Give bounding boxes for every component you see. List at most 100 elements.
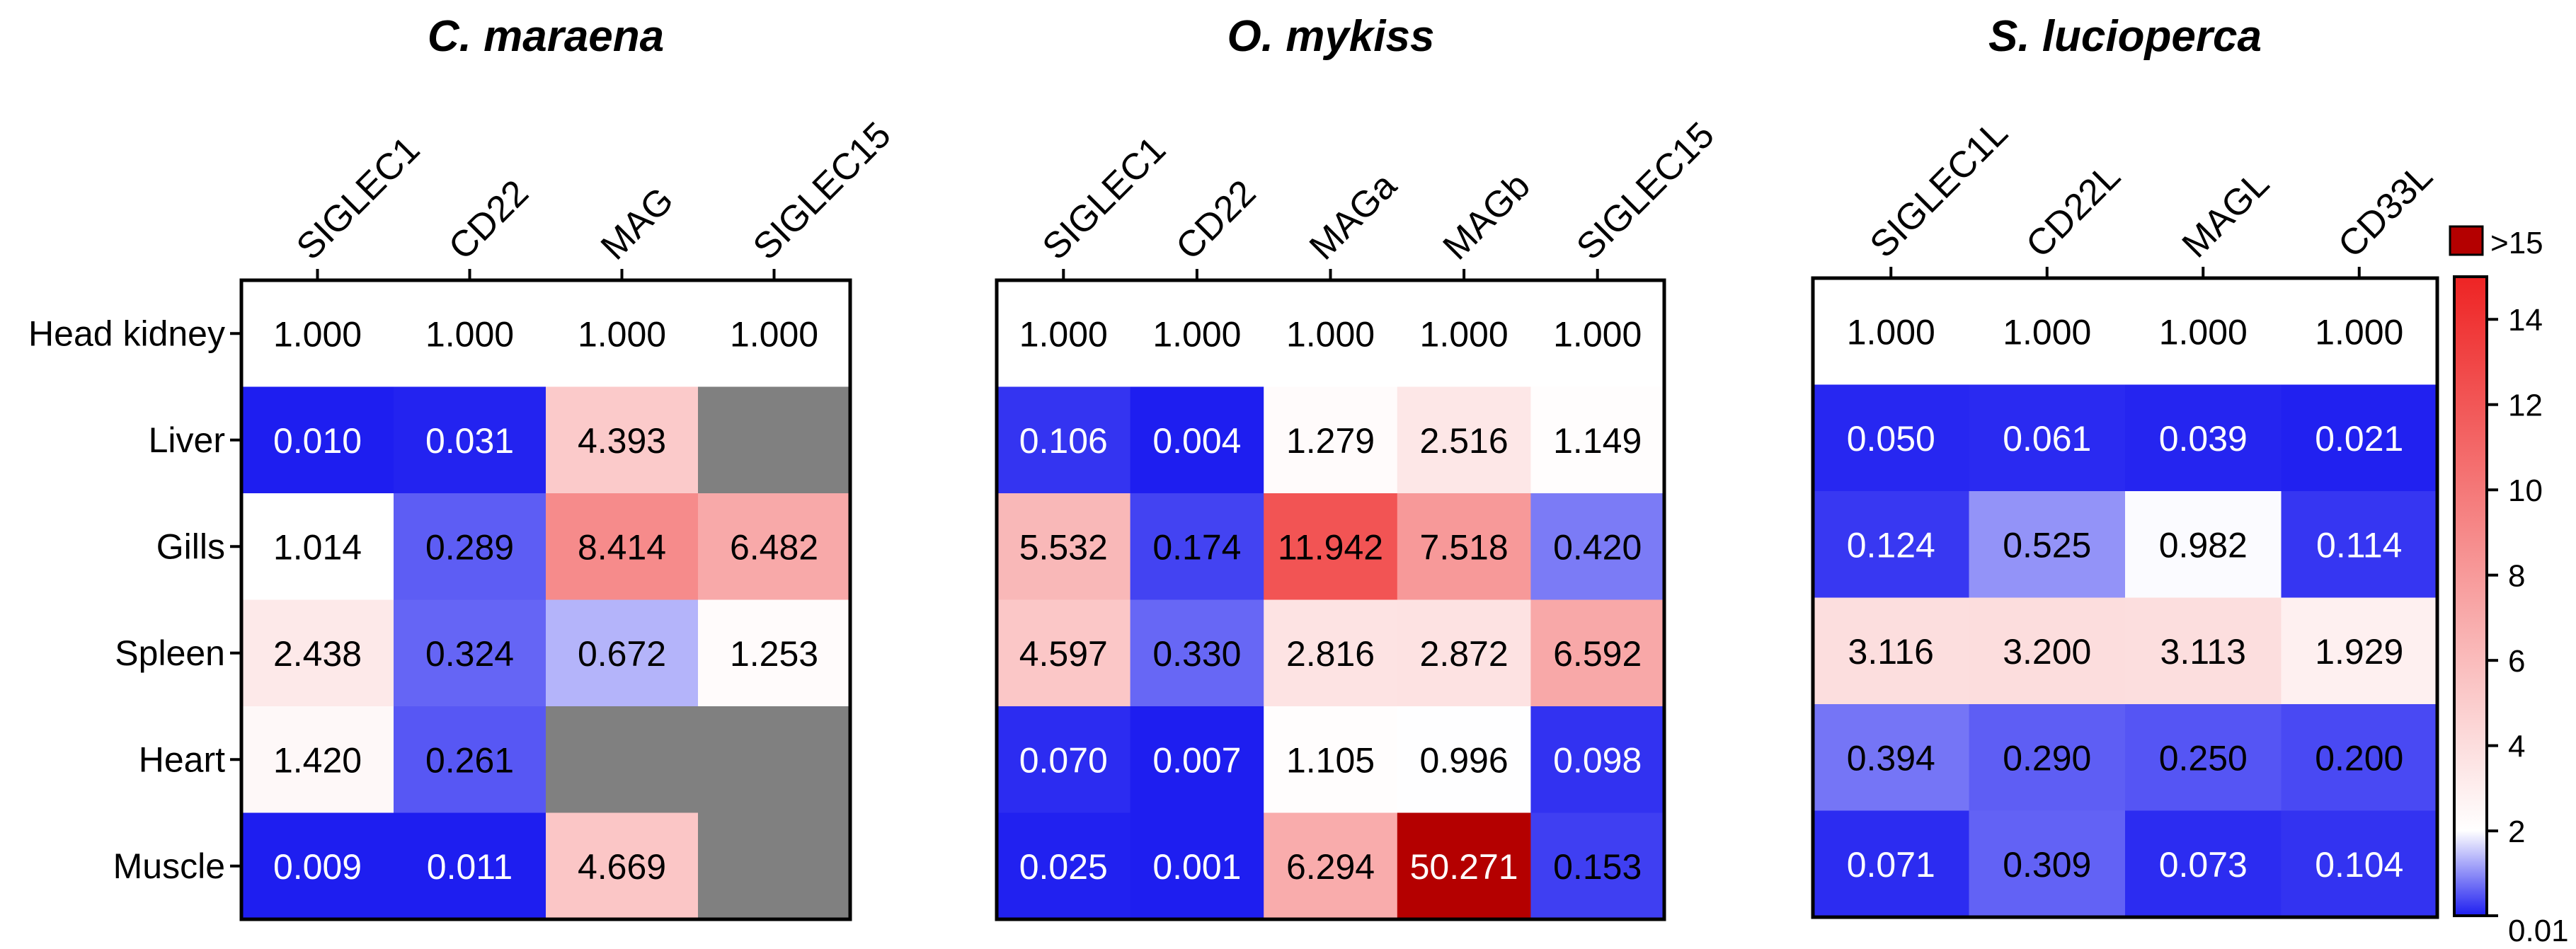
heatmap-cell bbox=[1130, 706, 1264, 814]
column-label: CD22L bbox=[2018, 156, 2128, 265]
cell-value-label: 1.014 bbox=[273, 527, 362, 567]
heatmap-cell bbox=[394, 493, 546, 601]
colorbar-tick-label: 2 bbox=[2508, 815, 2525, 849]
heatmap-cell bbox=[1530, 386, 1665, 494]
cell-value-label: 6.294 bbox=[1286, 847, 1375, 887]
cell-value-label: 2.516 bbox=[1420, 421, 1509, 461]
heatmap-cell bbox=[1969, 704, 2126, 812]
cell-value-label: 2.872 bbox=[1420, 634, 1509, 674]
over-label: >15 bbox=[2490, 226, 2543, 260]
heatmap-cell bbox=[546, 386, 699, 494]
cell-value-label: 1.000 bbox=[1847, 312, 1935, 352]
cell-value-label: 6.592 bbox=[1553, 634, 1642, 674]
heatmap-cell bbox=[546, 280, 699, 388]
heatmap-cell bbox=[546, 706, 699, 814]
panel-title: C. maraena bbox=[428, 12, 664, 61]
heatmap-cell bbox=[1530, 493, 1665, 601]
cell-value-label: 1.000 bbox=[730, 314, 818, 354]
cell-value-label: 0.031 bbox=[425, 421, 514, 461]
cell-value-label: 0.996 bbox=[1420, 740, 1509, 780]
colorbar: >15 0.01 2 4 6 8 10 12 14 bbox=[2449, 225, 2569, 948]
cell-value-label: 1.000 bbox=[578, 314, 666, 354]
heatmap-cell bbox=[2125, 278, 2282, 386]
cell-value-label: 3.113 bbox=[2160, 632, 2246, 672]
heatmap-cell bbox=[241, 280, 394, 388]
heatmap-cell bbox=[1530, 599, 1665, 707]
heatmap-cell bbox=[1264, 706, 1398, 814]
cell-value-label: 6.482 bbox=[730, 527, 818, 567]
heatmap-panel: C. maraena 1.000 1.000 1.000 1.000 0.010 0.031… bbox=[28, 12, 899, 921]
heatmap-cell bbox=[698, 493, 851, 601]
cell-value-label: 1.000 bbox=[2315, 312, 2403, 352]
panel-frame bbox=[239, 278, 852, 921]
column-label: MAGa bbox=[1302, 165, 1404, 268]
heatmap-cell bbox=[1130, 812, 1264, 920]
heatmap-cell bbox=[394, 386, 546, 494]
cell-value-label: 1.279 bbox=[1286, 421, 1375, 461]
cell-value-label: 0.073 bbox=[2159, 845, 2248, 885]
cell-value-label: 0.010 bbox=[273, 421, 362, 461]
heatmap-cell bbox=[241, 706, 394, 814]
heatmap-cell bbox=[997, 280, 1131, 388]
heatmap-cell bbox=[1397, 706, 1531, 814]
cell-value-label: 4.597 bbox=[1019, 634, 1108, 674]
cell-value-label: 3.200 bbox=[2003, 632, 2091, 672]
colorbar-tick-label: 12 bbox=[2508, 389, 2543, 423]
heatmap-cell bbox=[698, 280, 851, 388]
heatmap-cell bbox=[2125, 810, 2282, 918]
heatmap-cell bbox=[1397, 493, 1531, 601]
cell-value-label: 2.816 bbox=[1286, 634, 1375, 674]
heatmap-cell bbox=[1813, 384, 1970, 492]
heatmap-cell bbox=[1397, 280, 1531, 388]
cell-value-label: 0.009 bbox=[273, 847, 362, 887]
row-label: Muscle bbox=[113, 846, 225, 886]
row-label: Spleen bbox=[115, 633, 225, 673]
cell-value-label: 1.000 bbox=[273, 314, 362, 354]
cell-value-label: 1.000 bbox=[2159, 312, 2248, 352]
cell-value-label: 0.001 bbox=[1152, 847, 1241, 887]
column-label: SIGLEC15 bbox=[1569, 115, 1722, 268]
colorbar-gradient bbox=[2454, 277, 2487, 916]
cell-value-label: 0.050 bbox=[1847, 419, 1935, 459]
heatmap-cell bbox=[546, 493, 699, 601]
cell-value-label: 1.000 bbox=[2003, 312, 2091, 352]
row-label: Gills bbox=[156, 527, 225, 566]
heatmap-cell bbox=[394, 280, 546, 388]
heatmap-cell bbox=[241, 599, 394, 707]
colorbar-tick-label: 6 bbox=[2508, 644, 2525, 679]
panel-frame bbox=[1811, 276, 2439, 919]
cell-value-label: 0.672 bbox=[578, 634, 666, 674]
cell-value-label: 0.011 bbox=[427, 847, 513, 887]
heatmap-cell bbox=[1130, 493, 1264, 601]
heatmap-cell bbox=[2281, 278, 2438, 386]
cell-value-label: 0.039 bbox=[2159, 419, 2248, 459]
panel-title: S. lucioperca bbox=[1988, 12, 2262, 61]
cell-value-label: 1.105 bbox=[1286, 740, 1375, 780]
row-label: Head kidney bbox=[28, 314, 225, 353]
cell-value-label: 1.000 bbox=[1553, 314, 1642, 354]
cell-value-label: 0.309 bbox=[2003, 845, 2091, 885]
heatmap-cell bbox=[997, 812, 1131, 920]
cell-value-label: 1.420 bbox=[273, 740, 362, 780]
heatmap-cell bbox=[1130, 280, 1264, 388]
column-label: CD22 bbox=[441, 172, 537, 268]
colorbar-tick-label: 8 bbox=[2508, 559, 2525, 594]
heatmap-cell bbox=[1530, 812, 1665, 920]
heatmap-cell bbox=[997, 599, 1131, 707]
heatmap-cell bbox=[698, 706, 851, 814]
cell-value-label: 0.004 bbox=[1152, 421, 1241, 461]
heatmap-cell bbox=[2281, 810, 2438, 918]
heatmap-cell bbox=[1969, 278, 2126, 386]
cell-value-label: 0.106 bbox=[1019, 421, 1108, 461]
column-label: SIGLEC1L bbox=[1862, 113, 2016, 266]
heatmap-panel: S. lucioperca 1.000 1.000 1.000 1.000 0.050 0.… bbox=[1811, 12, 2441, 919]
heatmap-cell bbox=[1397, 599, 1531, 707]
column-label: MAG bbox=[593, 180, 682, 268]
heatmap-cell bbox=[1397, 812, 1531, 920]
heatmap-cell bbox=[1969, 597, 2126, 705]
heatmap-cell bbox=[1264, 599, 1398, 707]
heatmap-cell bbox=[997, 706, 1131, 814]
heatmap-cell bbox=[698, 599, 851, 707]
cell-value-label: 0.104 bbox=[2315, 845, 2403, 885]
